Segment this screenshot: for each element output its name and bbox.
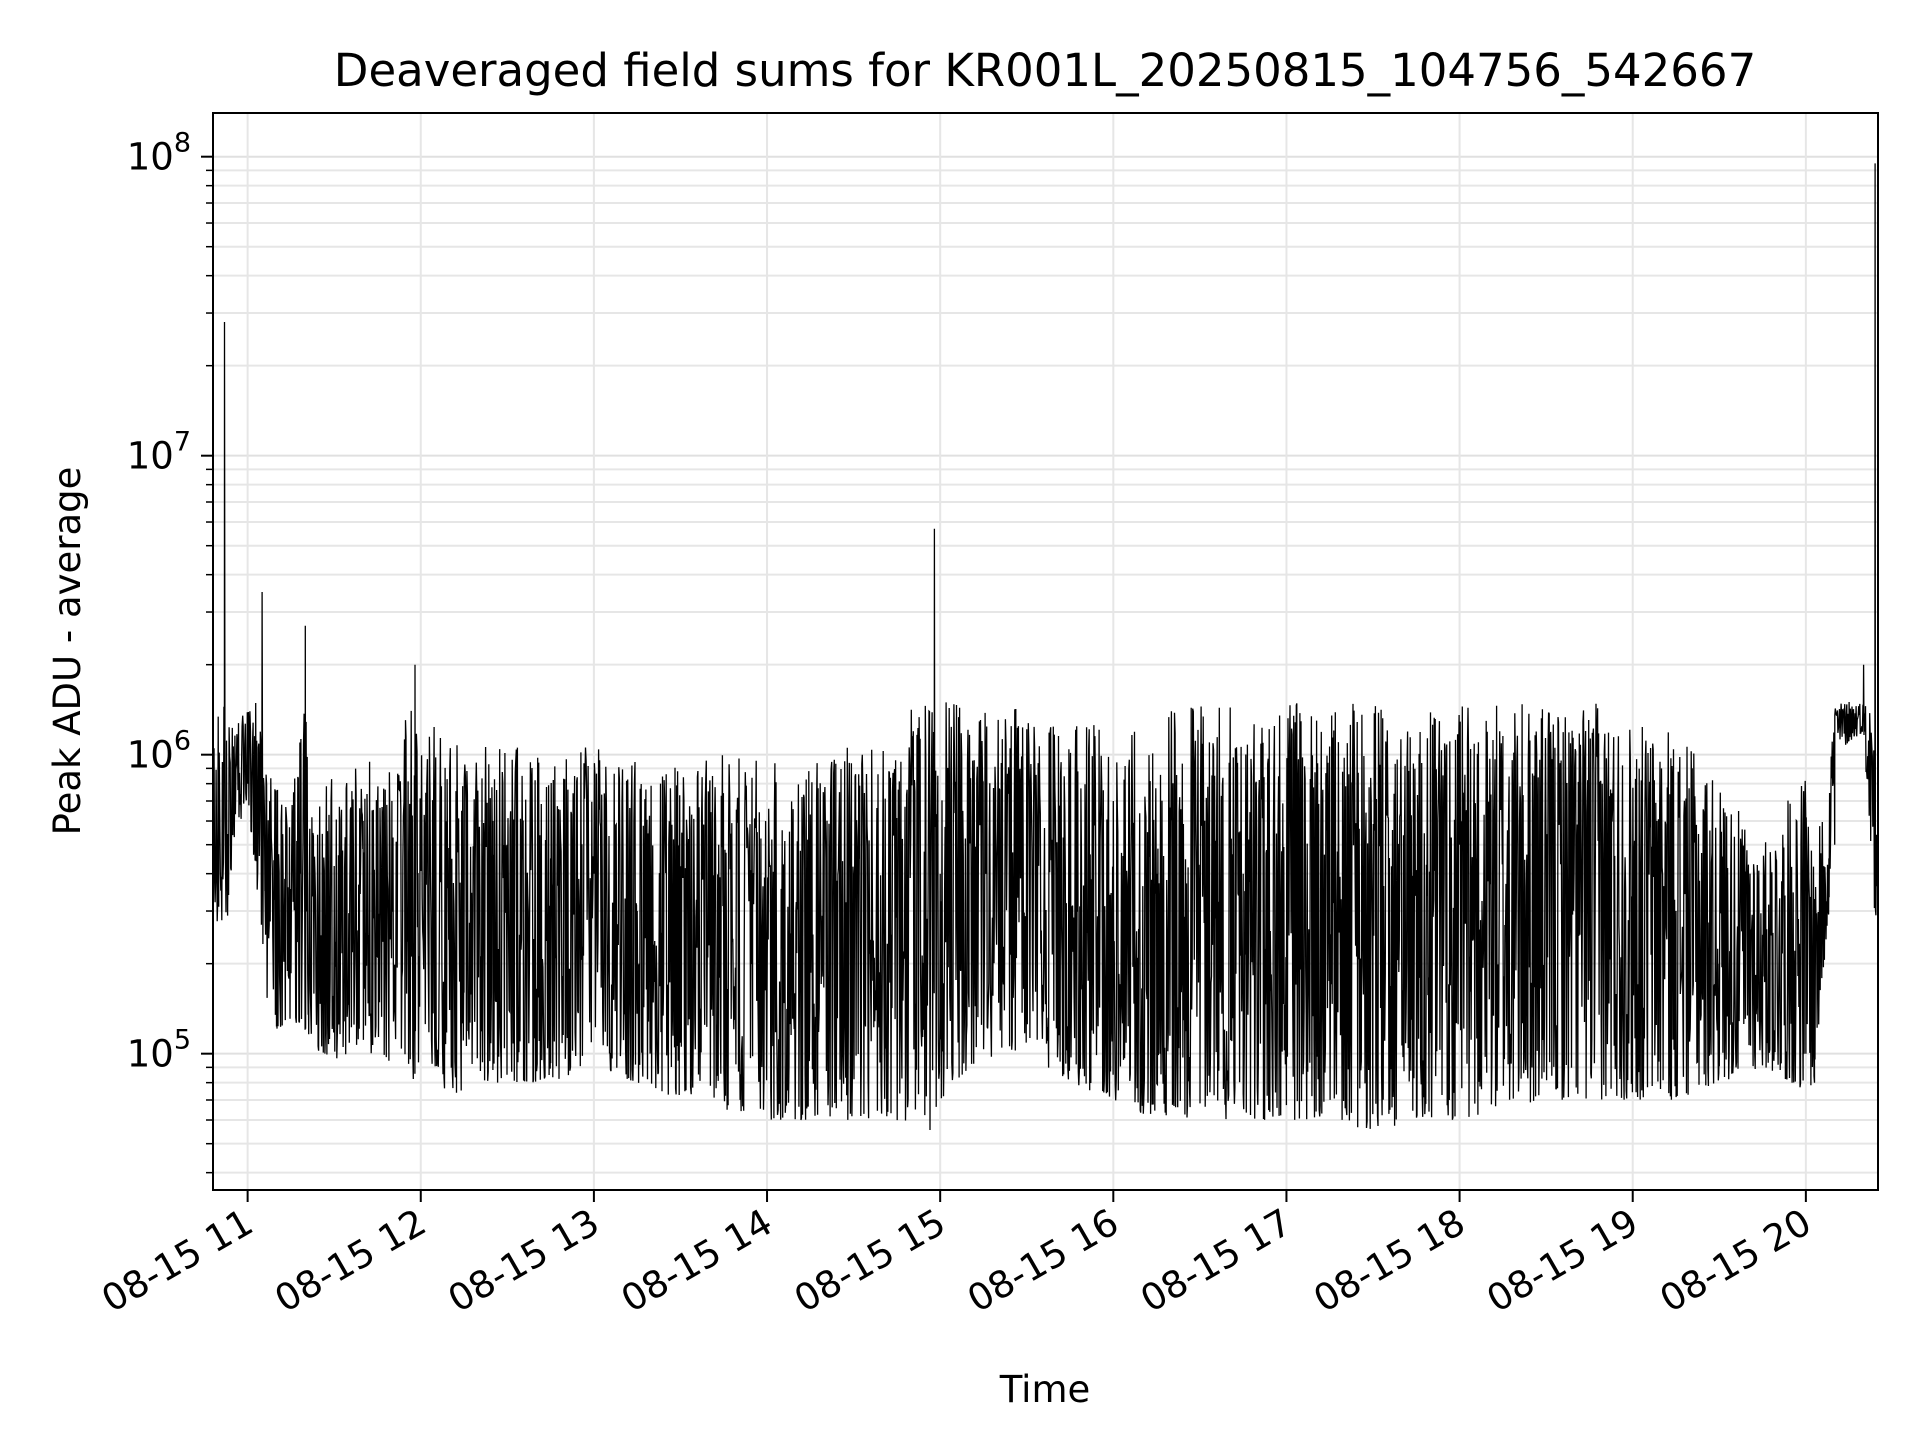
y-tick-label: 106 <box>127 726 191 777</box>
plot-area <box>212 163 1879 1131</box>
y-axis-label: Peak ADU - average <box>46 467 89 836</box>
series-line <box>212 163 1879 1131</box>
chart-title: Deaveraged field sums for KR001L_2025081… <box>334 44 1756 97</box>
y-tick-label: 108 <box>127 128 191 179</box>
axes-frame <box>212 112 1879 1191</box>
y-tick-label: 107 <box>127 427 191 478</box>
y-tick-label: 105 <box>127 1025 191 1076</box>
x-axis-label: Time <box>999 1368 1091 1411</box>
